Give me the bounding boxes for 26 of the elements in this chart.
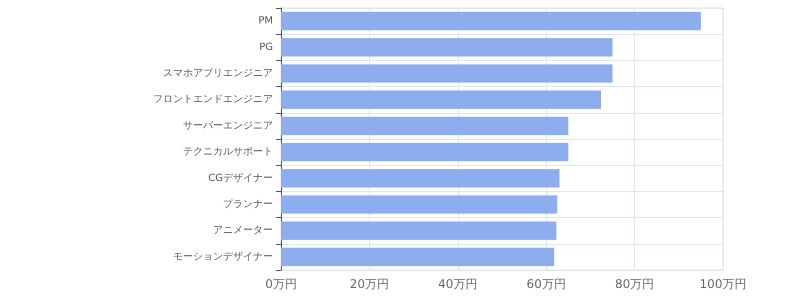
x-tick-label: 40万円 [438,277,478,291]
y-tick-label: アニメーター [213,225,273,236]
y-tick-label: PM [258,16,273,27]
bar [281,90,602,109]
y-tick-label: モーションデザイナー [173,251,273,262]
y-tick-label: テクニカルサポート [183,146,273,158]
y-tick-label: フロントエンドエンジニア [153,94,273,106]
bar [281,248,554,266]
y-tick-label: PG [259,42,273,53]
y-tick-label: サーバーエンジニア [183,120,273,132]
bar [281,169,560,188]
x-tick-label: 100万円 [700,277,746,291]
bar [281,64,612,83]
bar [281,195,558,214]
y-tick-label: プランナー [223,198,273,210]
x-tick-label: 0万円 [265,277,297,291]
y-tick-label: スマホアプリエンジニア [163,67,273,79]
x-tick-label: 20万円 [350,277,390,291]
bar [281,142,568,162]
bar [281,116,568,136]
bar [281,222,556,240]
bar [281,12,701,30]
bar [281,38,612,56]
y-tick-label: CGデザイナー [208,172,273,184]
x-tick-label: 60万円 [526,277,566,291]
x-tick-label: 80万円 [614,277,654,291]
